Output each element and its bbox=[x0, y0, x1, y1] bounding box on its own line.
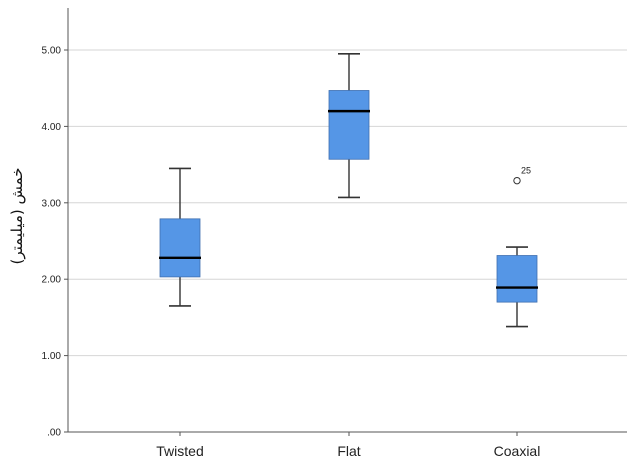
y-tick-label-5: 5.00 bbox=[42, 46, 62, 57]
y-tick-label-0: .00 bbox=[47, 428, 61, 439]
x-tick-labels: Twisted Flat Coaxial bbox=[156, 443, 540, 459]
y-axis-label: خمش (میلیمتر) bbox=[8, 167, 26, 264]
outlier-label-coaxial-0: 25 bbox=[521, 166, 531, 176]
y-tick-labels: .00 1.00 2.00 3.00 4.00 5.00 bbox=[42, 46, 62, 439]
y-tick-label-3: 3.00 bbox=[42, 198, 62, 209]
iqr-box-flat bbox=[328, 90, 370, 160]
x-tick-label-twisted: Twisted bbox=[156, 443, 203, 459]
y-tick-label-2: 2.00 bbox=[42, 275, 62, 286]
axes bbox=[64, 8, 627, 436]
box-coaxial: 25 bbox=[496, 166, 538, 328]
x-tick-label-coaxial: Coaxial bbox=[494, 443, 541, 459]
iqr-box-coaxial bbox=[496, 255, 538, 303]
outlier-point-coaxial-0 bbox=[513, 176, 521, 185]
box-twisted bbox=[159, 167, 201, 307]
box-flat bbox=[328, 53, 370, 199]
y-tick-label-1: 1.00 bbox=[42, 351, 62, 362]
y-tick-label-4: 4.00 bbox=[42, 122, 62, 133]
boxes: 25 bbox=[159, 53, 538, 328]
x-tick-label-flat: Flat bbox=[337, 443, 360, 459]
iqr-box-twisted bbox=[159, 218, 201, 278]
